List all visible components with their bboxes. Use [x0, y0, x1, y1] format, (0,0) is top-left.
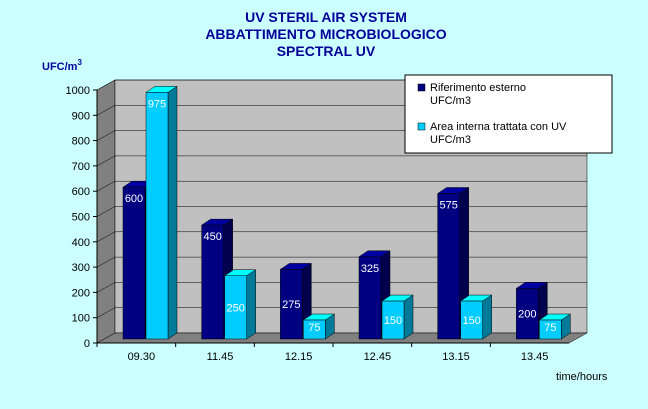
gridline [96, 256, 587, 268]
bar-front [516, 288, 539, 340]
y-axis-label-superscript: 3 [77, 58, 82, 67]
data-label: 275 [282, 299, 300, 311]
y-tick-label: 500 [72, 212, 90, 224]
y-tick-label: 700 [72, 161, 90, 173]
legend-label-series-2-line-1: Area interna trattata con UV [430, 121, 567, 133]
bar-side [482, 294, 492, 340]
x-tick-label: 12.45 [364, 351, 392, 363]
data-label: 600 [125, 193, 143, 205]
data-label: 450 [203, 231, 221, 243]
bar-side [167, 85, 178, 340]
bar-series-2-13.45: 75 [538, 313, 572, 340]
legend-swatch-series-1 [417, 83, 426, 92]
y-tick-label: 800 [72, 136, 90, 148]
x-tick-label: 12.15 [285, 351, 313, 363]
y-tick-label: 600 [72, 186, 90, 198]
legend-swatch-series-2 [417, 122, 426, 131]
gridline [96, 231, 587, 243]
data-label: 250 [226, 302, 244, 314]
bar-series-2-11.45: 250 [223, 269, 257, 340]
chart-title: UV STERIL AIR SYSTEM ABBATTIMENTO MICROB… [205, 9, 446, 59]
bar-front [381, 300, 405, 340]
x-tick-label: 11.45 [207, 351, 234, 363]
y-tick-label: 300 [72, 262, 90, 274]
legend-label-series-1-line-2: UFC/m3 [430, 95, 471, 107]
bar-front [437, 193, 460, 340]
data-label: 200 [518, 309, 536, 321]
bar-front [224, 275, 247, 340]
bar-front [122, 186, 146, 340]
y-tick-label: 400 [72, 237, 90, 249]
bar-side [403, 294, 414, 340]
x-tick-label: 09.30 [128, 351, 156, 363]
legend-label-series-2-line-2: UFC/m3 [430, 134, 471, 146]
y-tick-label: 200 [72, 287, 90, 299]
bar-series-2-12.15: 75 [302, 313, 336, 340]
x-tick-label: 13.15 [442, 351, 470, 363]
data-label: 75 [308, 322, 320, 334]
data-label: 575 [439, 200, 457, 212]
x-axis-tick-labels: 09.30 11.45 12.15 12.45 13.15 13.45 [96, 343, 549, 363]
gridline [96, 180, 587, 192]
bar-front [358, 256, 382, 340]
gridline [96, 307, 587, 318]
gridline [96, 155, 587, 167]
bar-series-2-12.45: 150 [381, 294, 414, 340]
data-label: 150 [462, 315, 480, 327]
y-tick-label: 0 [84, 338, 90, 350]
bar-side [246, 269, 256, 340]
legend-box [404, 74, 613, 154]
chart-title-line-2: ABBATTIMENTO MICROBIOLOGICO [205, 26, 446, 42]
gridline [96, 282, 587, 293]
bar-front [539, 319, 562, 340]
data-label: 325 [361, 263, 379, 275]
bar-series-2-13.15: 150 [459, 294, 493, 340]
legend: Riferimento esterno UFC/m3 Area interna … [404, 74, 613, 154]
x-axis-label: time/hours [556, 371, 608, 383]
bar-front [460, 300, 483, 340]
y-axis-label: UFC/m3 [42, 58, 82, 73]
data-label: 75 [544, 322, 556, 334]
bar-front [145, 92, 169, 340]
bar-front [280, 269, 303, 340]
y-axis-label-text: UFC/m [42, 61, 78, 73]
chart-title-line-1: UV STERIL AIR SYSTEM [245, 9, 407, 25]
bar-front [201, 224, 224, 340]
data-label: 150 [384, 315, 402, 327]
y-tick-label: 100 [72, 313, 90, 325]
y-tick-label: 900 [72, 110, 90, 122]
gridline [96, 206, 587, 217]
x-tick-label: 13.45 [521, 351, 549, 363]
bars: 600 975 450 250 275 75 325 150 575 150 200 75 [122, 85, 572, 340]
bar-front [303, 319, 326, 340]
legend-label-series-1-line-1: Riferimento esterno [430, 82, 526, 94]
chart-title-line-3: SPECTRAL UV [277, 43, 376, 59]
y-tick-label: 1000 [66, 85, 90, 97]
bar-series-2-09.30: 975 [145, 85, 178, 340]
data-label: 975 [148, 98, 166, 110]
